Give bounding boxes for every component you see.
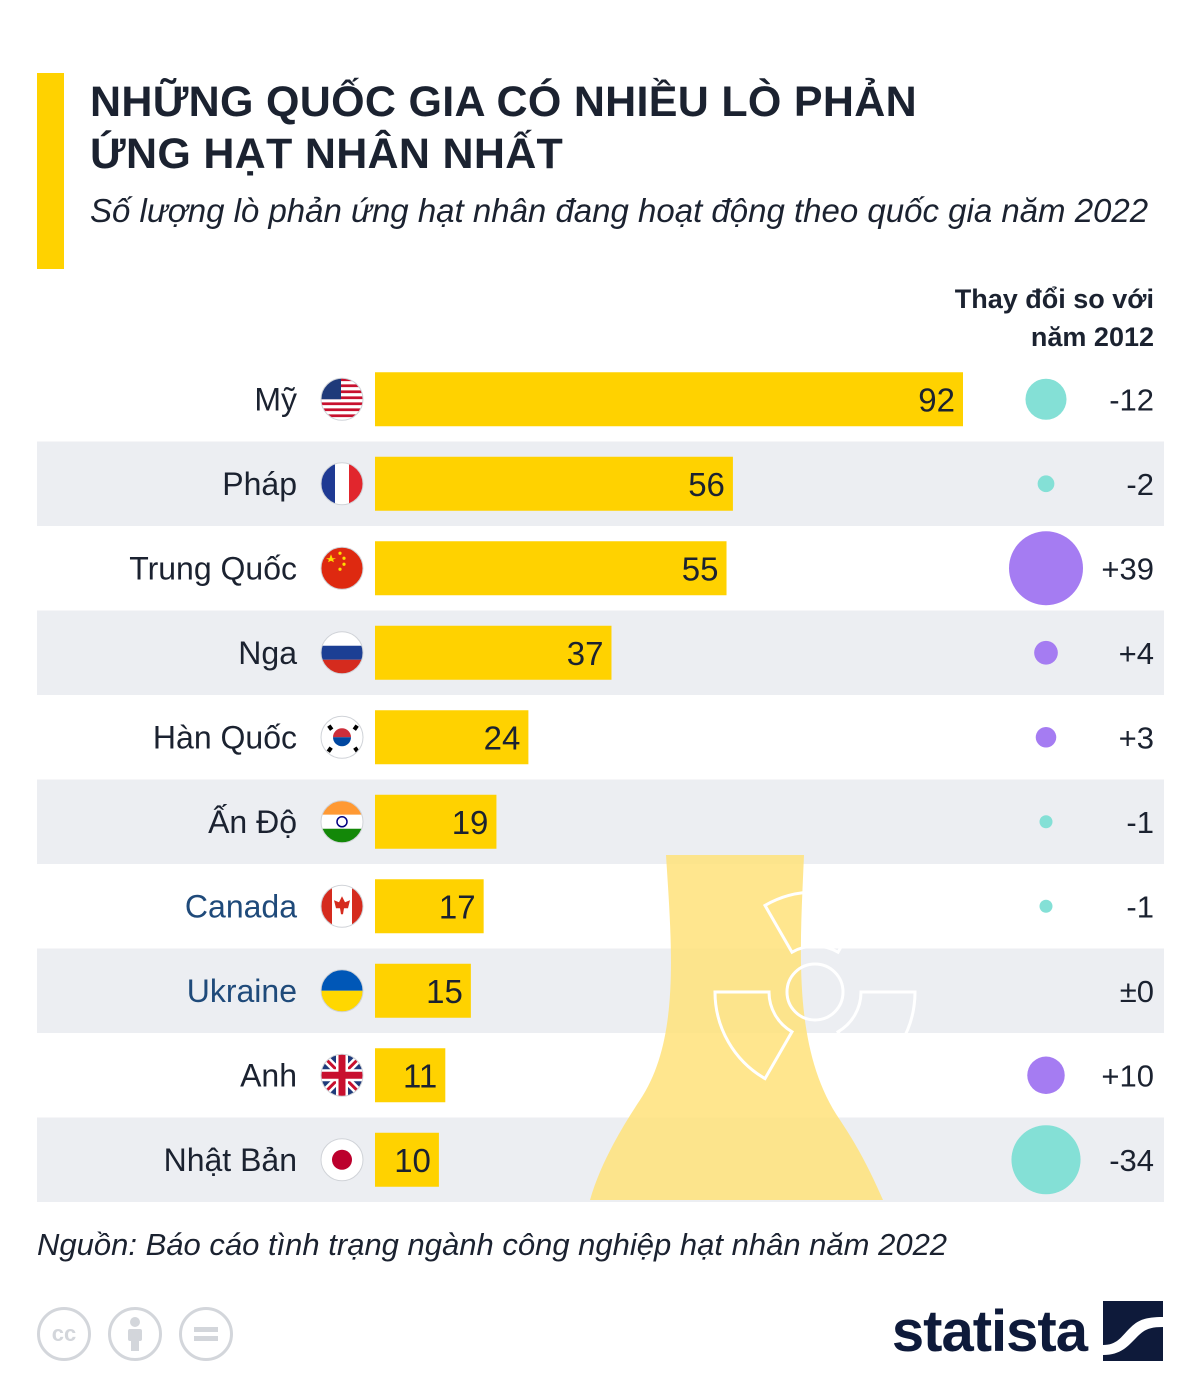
change-label: +39 [1101,551,1154,586]
change-label: -1 [1126,805,1154,840]
bar-value-label: 55 [682,550,719,587]
south-korea-flag-icon [320,715,364,759]
change-label: -1 [1126,889,1154,924]
change-bubble [1011,1125,1081,1195]
japan-flag-icon [320,1138,364,1182]
bar [375,456,733,511]
bar-value-label: 92 [918,381,955,418]
chart-row: Nga 37 +4 [238,625,1154,680]
logo-wordmark: statista [891,1298,1088,1364]
cc-icon[interactable]: cc [37,1307,91,1361]
category-label: Canada [185,888,297,924]
change-bubble [1027,1056,1065,1094]
category-label: Anh [240,1057,297,1093]
change-bubble [1035,726,1057,748]
chart-row: Hàn Quốc 24 +3 [153,710,1154,765]
bar-value-label: 17 [439,888,476,925]
change-bubble [1009,531,1083,606]
change-label: +10 [1101,1058,1154,1093]
row-stripe [37,779,1164,864]
title-accent-bar [37,73,64,269]
chart-row: Pháp 56 -2 [222,456,1154,511]
bar [375,710,529,765]
france-flag-icon [320,462,364,506]
change-bubble [1037,475,1055,493]
bar-value-label: 11 [403,1057,437,1094]
change-label: -34 [1109,1143,1154,1178]
no-derivatives-icon[interactable] [179,1307,233,1361]
chart-row: Nhật Bản 10 -34 [164,1125,1154,1195]
category-label: Ukraine [187,973,297,1009]
license-icons: cc [37,1307,233,1365]
category-label: Trung Quốc [129,550,297,586]
bar [375,1048,446,1103]
chart-row: Ấn Độ 19 -1 [208,794,1154,849]
bar-value-label: 10 [394,1142,431,1179]
radiation-blade [713,990,795,1081]
radiation-blade [762,890,868,955]
source-note: Nguồn: Báo cáo tình trạng ngành công ngh… [37,1227,948,1262]
bar-value-label: 19 [452,804,489,841]
category-label: Pháp [222,466,297,502]
statista-logo[interactable]: statista [892,1296,1163,1366]
category-label: Hàn Quốc [153,719,297,755]
chart-row: Trung Quốc 55 +39 [129,531,1154,606]
us-flag-icon [320,377,364,421]
change-label: ±0 [1120,974,1154,1009]
bar [375,625,612,680]
bar-value-label: 37 [567,635,604,672]
change-label: +4 [1119,636,1154,671]
ukraine-flag-icon [320,969,364,1013]
canada-flag-icon [320,884,364,928]
category-label: Ấn Độ [208,804,297,840]
chart-title: NHỮNG QUỐC GIA CÓ NHIỀU LÒ PHẢN ỨNG HẠT … [90,78,917,178]
cooling-tower [590,855,883,1200]
category-label: Nga [238,635,297,671]
change-bubble [1034,640,1058,665]
uk-flag-icon [320,1053,364,1097]
chart-row: Mỹ 92 -12 [254,372,1154,427]
radiation-blade [835,990,917,1081]
bar [375,794,497,849]
chart-subtitle: Số lượng lò phản ứng hạt nhân đang hoạt … [90,192,1149,229]
chart-row: Anh 11 +10 [240,1048,1154,1103]
bar-value-label: 56 [688,466,725,503]
bar [375,541,727,596]
russia-flag-icon [320,631,364,675]
bar-value-label: 24 [484,719,521,756]
chart-row: Ukraine 15 ±0 [187,963,1154,1018]
india-flag-icon [320,800,364,844]
change-label: -12 [1109,382,1154,417]
change-bubble [1025,378,1067,420]
change-bubble [1039,899,1053,913]
category-label: Nhật Bản [164,1142,297,1178]
radiation-center [785,962,845,1022]
row-stripe [37,948,1164,1033]
china-flag-icon [320,546,364,590]
bar [375,963,471,1018]
bar [375,372,963,427]
bar-value-label: 15 [426,973,463,1010]
attribution-icon[interactable] [108,1307,162,1361]
change-label: +3 [1119,720,1154,755]
bar [375,1132,439,1187]
statista-mark-icon [1103,1301,1163,1361]
change-bubble [1039,815,1053,829]
chart-row: Canada 17 -1 [185,879,1154,934]
category-label: Mỹ [254,381,297,417]
nuclear-cooling-tower-radiation-icon [590,855,917,1200]
bar [375,879,484,934]
change-label: -2 [1126,467,1154,502]
change-column-header: Thay đổi so với năm 2012 [954,284,1154,352]
